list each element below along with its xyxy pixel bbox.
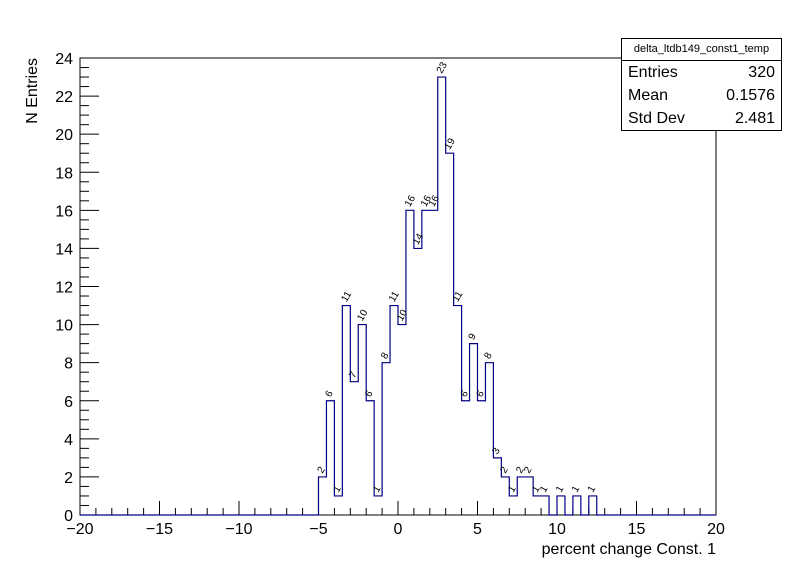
y-tick-label: 16 <box>55 203 73 220</box>
y-tick-label: 2 <box>64 470 73 487</box>
y-tick-label: 20 <box>55 127 73 144</box>
stats-stddev-label: Std Dev <box>628 109 685 127</box>
stats-row-entries: Entries 320 <box>622 61 781 84</box>
y-tick-label: 24 <box>55 51 73 68</box>
bin-count-label: 11 <box>387 289 402 304</box>
bin-count-label: 6 <box>363 389 376 400</box>
x-tick-label: 15 <box>628 521 646 538</box>
y-axis-title: N Entries <box>24 58 41 124</box>
bin-count-label: 16 <box>419 193 434 209</box>
y-tick-label: 0 <box>64 508 73 525</box>
x-tick-label: −20 <box>66 521 93 538</box>
bin-count-label: 1 <box>570 484 583 495</box>
bin-count-label: 2 <box>498 465 511 476</box>
bin-count-label: 1 <box>530 484 543 495</box>
y-tick-label: 14 <box>55 241 73 258</box>
y-tick-label: 18 <box>55 165 73 182</box>
bin-count-label: 2 <box>522 465 535 476</box>
x-axis-ticks: −20 −15 −10 −5 0 5 10 15 20 <box>66 501 725 538</box>
bin-count-label: 1 <box>554 484 567 495</box>
bin-count-label: 11 <box>339 289 354 304</box>
x-tick-label: 5 <box>473 521 482 538</box>
bin-count-label: 19 <box>443 136 458 152</box>
stats-entries-label: Entries <box>628 63 678 81</box>
y-tick-label: 10 <box>55 318 73 335</box>
x-tick-label: 20 <box>707 521 725 538</box>
stats-title: delta_ltdb149_const1_temp <box>622 39 781 61</box>
y-tick-label: 22 <box>55 89 73 106</box>
y-tick-label: 12 <box>55 280 73 297</box>
bin-count-label: 8 <box>379 350 392 361</box>
y-tick-label: 4 <box>64 432 73 449</box>
stats-row-mean: Mean 0.1576 <box>622 84 781 107</box>
x-axis-title: percent change Const. 1 <box>542 541 716 558</box>
bin-count-label: 16 <box>427 193 442 209</box>
bin-count-label: 11 <box>451 289 466 304</box>
stats-mean-value: 0.1576 <box>726 86 775 104</box>
bin-count-label: 1 <box>371 484 384 495</box>
bin-count-labels: 2611171061811101614161623191169683212211… <box>316 60 599 494</box>
bin-count-label: 2 <box>316 465 329 476</box>
x-tick-label: −5 <box>309 521 327 538</box>
bin-count-label: 10 <box>395 308 410 324</box>
y-tick-label: 8 <box>64 356 73 373</box>
histogram-outline <box>80 76 716 516</box>
bin-count-label: 10 <box>355 308 370 324</box>
bin-count-label: 6 <box>323 389 336 400</box>
x-tick-label: −15 <box>146 521 173 538</box>
bin-count-label: 23 <box>435 60 450 76</box>
stats-row-stddev: Std Dev 2.481 <box>622 107 781 130</box>
bin-count-label: 1 <box>538 484 551 495</box>
bin-count-label: 16 <box>403 193 418 209</box>
bin-count-label: 3 <box>490 446 503 457</box>
bin-count-label: 6 <box>475 389 488 400</box>
bin-count-label: 2 <box>514 465 527 476</box>
x-tick-label: 0 <box>394 521 403 538</box>
bin-count-label: 1 <box>586 484 599 495</box>
bin-count-label: 7 <box>347 370 360 381</box>
stats-entries-value: 320 <box>748 63 775 81</box>
stats-box: delta_ltdb149_const1_temp Entries 320 Me… <box>621 38 782 131</box>
bin-count-label: 6 <box>459 389 472 400</box>
bin-count-label: 8 <box>482 350 495 361</box>
x-tick-label: 10 <box>548 521 566 538</box>
stats-stddev-value: 2.481 <box>734 109 775 127</box>
stats-mean-label: Mean <box>628 86 669 104</box>
bin-count-label: 1 <box>506 484 519 495</box>
x-tick-label: −10 <box>225 521 252 538</box>
bin-count-label: 14 <box>411 231 426 247</box>
bin-count-label: 9 <box>467 331 480 342</box>
bin-count-label: 1 <box>331 484 344 495</box>
y-tick-label: 6 <box>64 394 73 411</box>
